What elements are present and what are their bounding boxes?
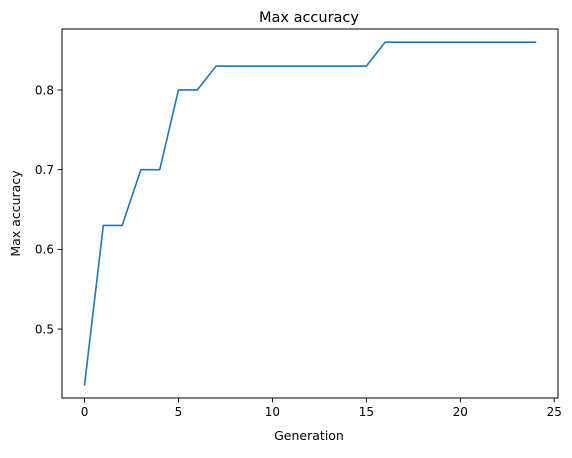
y-tick-label: 0.6 [35, 243, 54, 257]
y-tick-label: 0.5 [35, 322, 54, 336]
y-tick-label: 0.8 [35, 83, 54, 97]
x-axis-label: Generation [274, 428, 344, 443]
x-axis: 0 5 10 15 20 25 [81, 398, 562, 419]
x-tick-label: 25 [547, 405, 562, 419]
y-axis: 0.5 0.6 0.7 0.8 [35, 83, 62, 336]
axes-frame [61, 28, 559, 399]
x-tick-label: 0 [81, 405, 89, 419]
chart-title: Max accuracy [259, 10, 359, 26]
x-tick-label: 5 [175, 405, 183, 419]
x-tick-label: 10 [265, 405, 280, 419]
x-tick-label: 15 [359, 405, 374, 419]
y-axis-label: Max accuracy [8, 170, 23, 257]
y-tick-label: 0.7 [35, 163, 54, 177]
plot-area [83, 41, 537, 386]
series-line-0 [83, 41, 537, 386]
x-tick-label: 20 [453, 405, 468, 419]
